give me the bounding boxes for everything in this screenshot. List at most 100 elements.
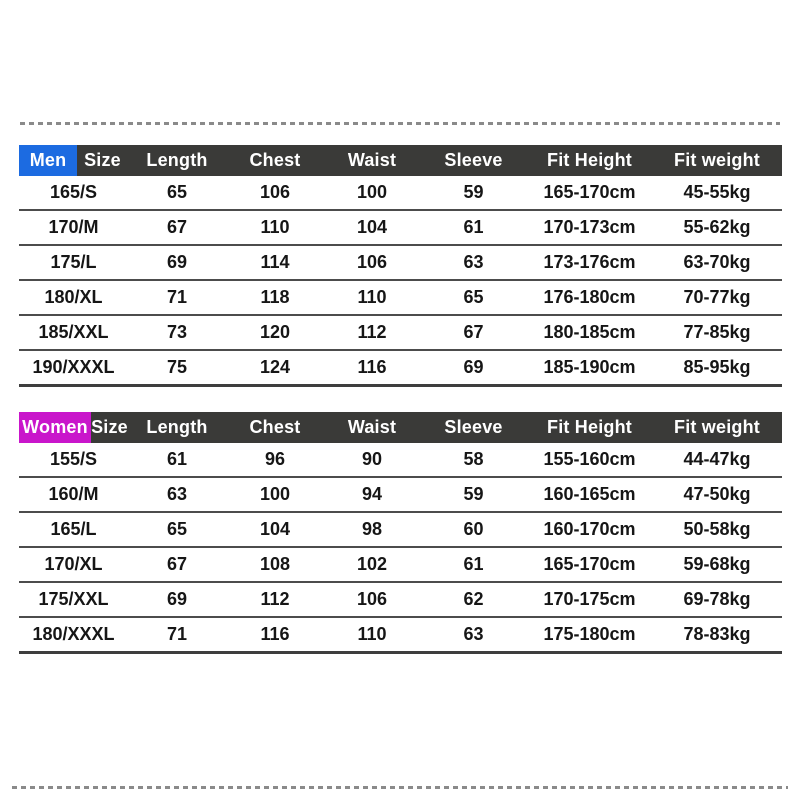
cell-fit-weight: 59-68kg: [652, 547, 782, 583]
cell-fit-height: 176-180cm: [527, 280, 652, 316]
cell-fit-height: 170-175cm: [527, 582, 652, 618]
cell-fit-height: 175-180cm: [527, 617, 652, 654]
cell-sleeve: 59: [420, 477, 527, 513]
cell-size: 185/XXL: [19, 315, 128, 351]
cell-fit-weight: 70-77kg: [652, 280, 782, 316]
cell-fit-weight: 45-55kg: [652, 176, 782, 211]
cell-chest: 108: [226, 547, 324, 583]
column-header-chest: Chest: [226, 145, 324, 176]
cell-chest: 116: [226, 617, 324, 654]
cell-size: 170/M: [19, 210, 128, 246]
cell-waist: 106: [324, 582, 420, 618]
table-row: 165/L 65 104 98 60 160-170cm 50-58kg: [19, 512, 782, 548]
men-size-table: Men Size Length Chest Waist Sleeve Fit H…: [19, 145, 782, 387]
cell-sleeve: 62: [420, 582, 527, 618]
cell-sleeve: 63: [420, 245, 527, 281]
cell-fit-weight: 47-50kg: [652, 477, 782, 513]
cell-length: 61: [128, 443, 226, 478]
cell-waist: 106: [324, 245, 420, 281]
column-header-sleeve: Sleeve: [420, 412, 527, 443]
cell-size: 190/XXXL: [19, 350, 128, 387]
cell-fit-height: 155-160cm: [527, 443, 652, 478]
cell-chest: 120: [226, 315, 324, 351]
table-row: 165/S 65 106 100 59 165-170cm 45-55kg: [19, 176, 782, 211]
column-header-fit-weight: Fit weight: [652, 145, 782, 176]
cell-length: 71: [128, 280, 226, 316]
cell-fit-weight: 77-85kg: [652, 315, 782, 351]
cell-waist: 102: [324, 547, 420, 583]
cell-length: 69: [128, 245, 226, 281]
men-header-size-cell: Men Size: [19, 145, 128, 176]
cell-sleeve: 61: [420, 547, 527, 583]
cell-fit-weight: 63-70kg: [652, 245, 782, 281]
cell-length: 67: [128, 547, 226, 583]
cell-fit-weight: 78-83kg: [652, 617, 782, 654]
cell-fit-height: 160-165cm: [527, 477, 652, 513]
cell-size: 180/XL: [19, 280, 128, 316]
cell-waist: 100: [324, 176, 420, 211]
cell-size: 170/XL: [19, 547, 128, 583]
cell-waist: 112: [324, 315, 420, 351]
table-row: 175/L 69 114 106 63 173-176cm 63-70kg: [19, 245, 782, 281]
table-row: 180/XL 71 118 110 65 176-180cm 70-77kg: [19, 280, 782, 316]
cell-sleeve: 58: [420, 443, 527, 478]
cell-length: 65: [128, 512, 226, 548]
column-header-size: Size: [91, 417, 128, 437]
cell-sleeve: 59: [420, 176, 527, 211]
cell-length: 75: [128, 350, 226, 387]
cell-size: 165/S: [19, 176, 128, 211]
cell-sleeve: 67: [420, 315, 527, 351]
cell-chest: 114: [226, 245, 324, 281]
cell-length: 69: [128, 582, 226, 618]
top-dashed-divider: [20, 122, 780, 125]
cell-fit-weight: 44-47kg: [652, 443, 782, 478]
women-header-row: Women Size Length Chest Waist Sleeve Fit…: [19, 412, 782, 443]
column-header-fit-weight: Fit weight: [652, 412, 782, 443]
cell-fit-weight: 69-78kg: [652, 582, 782, 618]
table-row: 155/S 61 96 90 58 155-160cm 44-47kg: [19, 443, 782, 478]
bottom-dashed-divider: [12, 786, 788, 789]
cell-size: 175/XXL: [19, 582, 128, 618]
column-header-fit-height: Fit Height: [527, 145, 652, 176]
cell-sleeve: 61: [420, 210, 527, 246]
cell-waist: 116: [324, 350, 420, 387]
cell-sleeve: 69: [420, 350, 527, 387]
cell-length: 67: [128, 210, 226, 246]
cell-size: 175/L: [19, 245, 128, 281]
table-row: 185/XXL 73 120 112 67 180-185cm 77-85kg: [19, 315, 782, 351]
cell-waist: 94: [324, 477, 420, 513]
cell-chest: 110: [226, 210, 324, 246]
cell-chest: 100: [226, 477, 324, 513]
cell-length: 65: [128, 176, 226, 211]
column-header-waist: Waist: [324, 412, 420, 443]
cell-waist: 110: [324, 617, 420, 654]
table-row: 175/XXL 69 112 106 62 170-175cm 69-78kg: [19, 582, 782, 618]
cell-fit-height: 170-173cm: [527, 210, 652, 246]
cell-sleeve: 65: [420, 280, 527, 316]
cell-chest: 106: [226, 176, 324, 211]
cell-waist: 110: [324, 280, 420, 316]
column-header-fit-height: Fit Height: [527, 412, 652, 443]
cell-fit-weight: 85-95kg: [652, 350, 782, 387]
cell-fit-height: 180-185cm: [527, 315, 652, 351]
cell-fit-height: 173-176cm: [527, 245, 652, 281]
table-row: 170/M 67 110 104 61 170-173cm 55-62kg: [19, 210, 782, 246]
column-header-waist: Waist: [324, 145, 420, 176]
column-header-size: Size: [84, 150, 121, 170]
cell-fit-weight: 50-58kg: [652, 512, 782, 548]
men-label-chip: Men: [19, 145, 77, 176]
table-row: 180/XXXL 71 116 110 63 175-180cm 78-83kg: [19, 617, 782, 654]
cell-sleeve: 60: [420, 512, 527, 548]
cell-size: 180/XXXL: [19, 617, 128, 654]
men-header-row: Men Size Length Chest Waist Sleeve Fit H…: [19, 145, 782, 176]
cell-chest: 112: [226, 582, 324, 618]
cell-fit-height: 165-170cm: [527, 547, 652, 583]
cell-chest: 104: [226, 512, 324, 548]
cell-waist: 104: [324, 210, 420, 246]
cell-fit-height: 185-190cm: [527, 350, 652, 387]
cell-length: 71: [128, 617, 226, 654]
cell-chest: 124: [226, 350, 324, 387]
cell-waist: 90: [324, 443, 420, 478]
cell-size: 165/L: [19, 512, 128, 548]
